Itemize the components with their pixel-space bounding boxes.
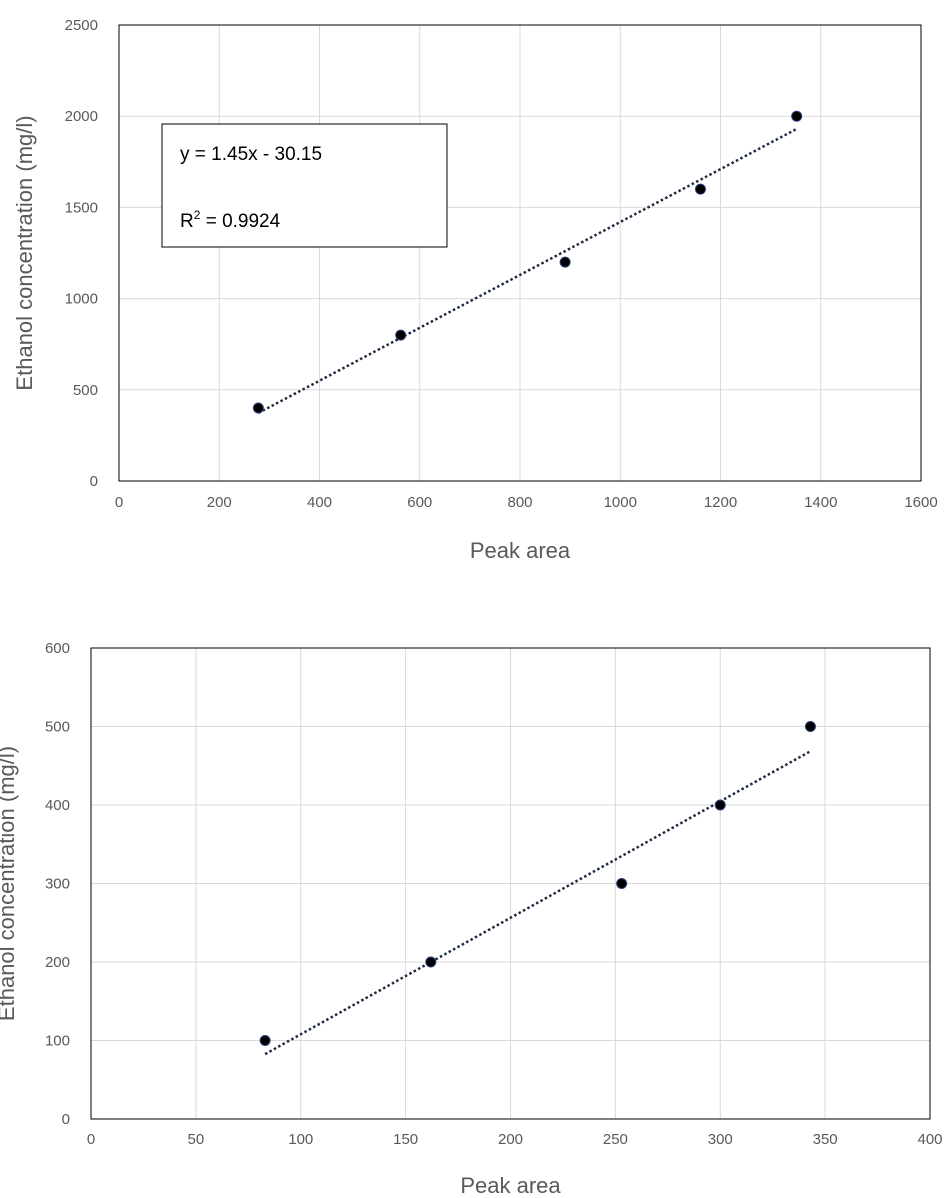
data-point bbox=[804, 721, 816, 732]
y-tick-label: 0 bbox=[62, 1111, 70, 1128]
equation-box-frame bbox=[161, 123, 448, 248]
data-point bbox=[694, 183, 706, 195]
data-point bbox=[425, 956, 437, 968]
chart-1-points bbox=[252, 110, 803, 414]
x-tick-label: 150 bbox=[393, 1131, 418, 1148]
chart-2-points bbox=[259, 721, 816, 1046]
chart-2-trendline bbox=[264, 750, 812, 1056]
x-tick-label: 50 bbox=[188, 1131, 205, 1148]
x-tick-label: 1000 bbox=[604, 494, 637, 511]
x-tick-label: 400 bbox=[307, 494, 332, 511]
chart-2-grid bbox=[90, 647, 931, 1120]
x-tick-label: 0 bbox=[87, 1131, 95, 1148]
x-tick-label: 400 bbox=[917, 1131, 942, 1148]
chart-2-x-axis-title: Peak area bbox=[460, 1173, 561, 1198]
x-tick-label: 1400 bbox=[804, 494, 837, 511]
x-tick-label: 250 bbox=[603, 1131, 628, 1148]
data-point bbox=[791, 110, 803, 122]
chart-1-y-axis-title: Ethanol concentration (mg/l) bbox=[12, 115, 37, 390]
x-tick-label: 100 bbox=[288, 1131, 313, 1148]
data-point bbox=[616, 878, 628, 889]
data-point bbox=[395, 329, 407, 341]
y-tick-label: 300 bbox=[45, 876, 70, 893]
equation-box: y = 1.45x - 30.15 R2 = 0.9924 bbox=[161, 123, 448, 248]
y-tick-label: 200 bbox=[45, 954, 70, 971]
x-tick-label: 300 bbox=[708, 1131, 733, 1148]
x-tick-label: 0 bbox=[115, 494, 123, 511]
y-tick-label: 0 bbox=[90, 473, 98, 490]
x-tick-label: 1200 bbox=[704, 494, 737, 511]
x-tick-label: 350 bbox=[813, 1131, 838, 1148]
chart-2-y-axis-title: Ethanol concentration (mg/l) bbox=[0, 746, 19, 1021]
chart-1-grid bbox=[118, 24, 922, 482]
y-tick-label: 400 bbox=[45, 797, 70, 814]
y-tick-label: 100 bbox=[45, 1033, 70, 1050]
x-tick-label: 200 bbox=[207, 494, 232, 511]
chart-1-plot-area bbox=[118, 24, 922, 482]
chart-2: 0 50 100 150 200 250 300 350 400 0 100 200 300 400 500… bbox=[0, 640, 943, 1198]
data-point bbox=[259, 1035, 271, 1046]
y-tick-label: 600 bbox=[45, 640, 70, 657]
r-squared-value: = 0.9924 bbox=[200, 211, 280, 232]
y-tick-label: 500 bbox=[73, 382, 98, 399]
equation-text: y = 1.45x - 30.15 bbox=[180, 144, 322, 165]
data-point bbox=[559, 256, 571, 268]
chart-1-trendline bbox=[257, 127, 798, 415]
chart-1: 0 200 400 600 800 1000 1200 1400 1600 0 500 1000 150… bbox=[12, 17, 938, 563]
chart-2-ticks: 0 50 100 150 200 250 300 350 400 0 100 200 300 400 500… bbox=[45, 640, 943, 1148]
x-tick-label: 800 bbox=[507, 494, 532, 511]
chart-1-x-axis-title: Peak area bbox=[470, 538, 571, 563]
y-tick-label: 2500 bbox=[65, 17, 98, 34]
y-tick-label: 2000 bbox=[65, 108, 98, 125]
r-squared-text: R2 = 0.9924 bbox=[180, 208, 281, 232]
r-squared-prefix: R bbox=[180, 211, 194, 232]
chart-2-plot-area bbox=[90, 647, 931, 1120]
x-tick-label: 600 bbox=[407, 494, 432, 511]
x-tick-label: 1600 bbox=[904, 494, 937, 511]
chart-1-ticks: 0 200 400 600 800 1000 1200 1400 1600 0 500 1000 150… bbox=[65, 17, 938, 511]
r-squared-superscript: 2 bbox=[194, 208, 201, 222]
y-tick-label: 500 bbox=[45, 719, 70, 736]
x-tick-label: 200 bbox=[498, 1131, 523, 1148]
y-tick-label: 1000 bbox=[65, 291, 98, 308]
data-point bbox=[252, 402, 264, 414]
data-point bbox=[714, 799, 726, 811]
y-tick-label: 1500 bbox=[65, 199, 98, 216]
